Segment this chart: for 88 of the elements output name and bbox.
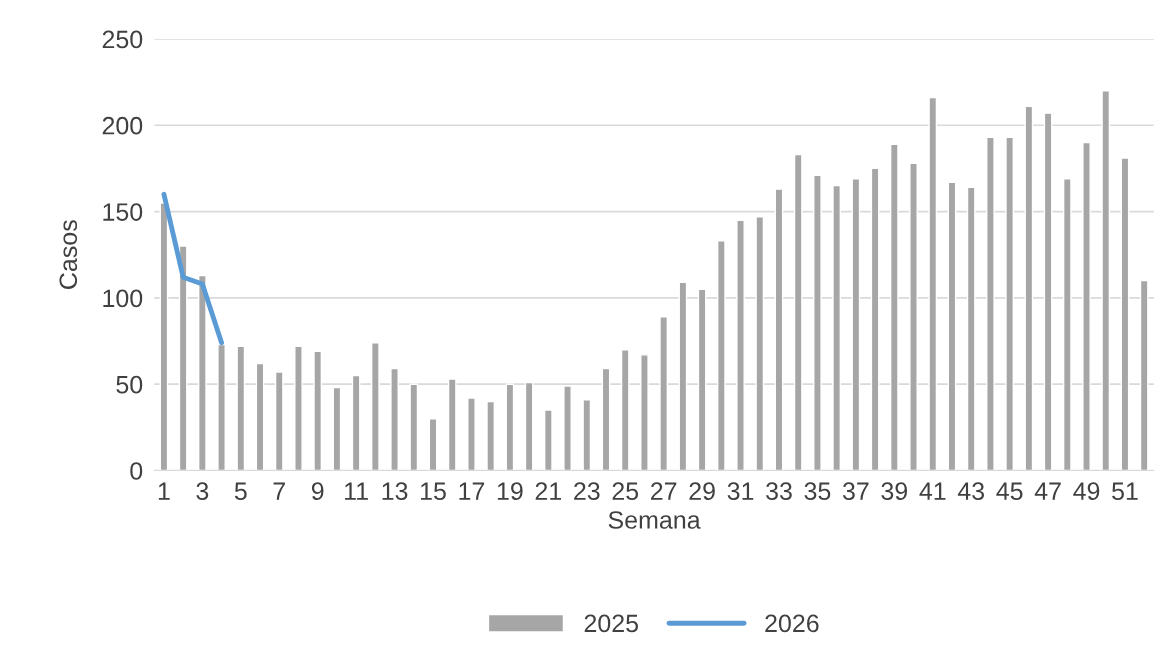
- bar: [640, 354, 649, 471]
- bar: [563, 385, 572, 471]
- x-tick-label: 15: [421, 482, 446, 500]
- x-tick-label: 9: [311, 482, 324, 500]
- x-tick-label: 33: [766, 482, 792, 500]
- y-tick-label: 0: [130, 462, 143, 480]
- bar: [889, 143, 899, 471]
- x-tick-label: 41: [919, 482, 946, 500]
- bar: [274, 371, 284, 471]
- bar: [909, 162, 918, 471]
- bar: [1139, 279, 1149, 471]
- x-tick-label: 27: [651, 482, 677, 500]
- bar: [198, 274, 207, 471]
- x-tick-label: 49: [1073, 482, 1100, 500]
- x-tick-label: 31: [727, 482, 754, 500]
- bar: [1062, 178, 1072, 471]
- bar: [447, 378, 457, 471]
- y-tick-label: 50: [116, 375, 143, 394]
- bar: [813, 174, 822, 471]
- bar: [371, 342, 380, 471]
- line-series: [161, 191, 225, 346]
- legend-label: 2026: [765, 614, 819, 633]
- x-tick-label: 19: [497, 482, 523, 500]
- x-tick-label: 7: [273, 482, 285, 500]
- bar: [524, 381, 534, 471]
- x-tick-label: 25: [612, 482, 639, 500]
- x-tick-label: 1: [158, 482, 170, 500]
- y-tick-label: 250: [102, 30, 143, 49]
- bar: [332, 386, 342, 471]
- x-tick-label: 47: [1034, 482, 1061, 500]
- bar: [986, 136, 995, 471]
- bar: [966, 186, 976, 471]
- bar: [601, 367, 611, 471]
- y-tick-label: 200: [102, 116, 143, 135]
- bar: [678, 281, 688, 471]
- bar: [255, 362, 265, 471]
- bar: [217, 343, 226, 471]
- bar: [793, 153, 803, 471]
- x-tick-label: 39: [881, 482, 908, 500]
- bar: [755, 216, 765, 471]
- bar: [486, 400, 496, 471]
- x-tick-label: 5: [234, 482, 247, 500]
- legend-label: 2025: [584, 614, 639, 633]
- x-tick-label: 3: [196, 482, 209, 500]
- x-axis-title: Semana: [608, 511, 701, 529]
- bar: [1043, 112, 1053, 471]
- bar: [716, 240, 726, 471]
- bar: [467, 397, 476, 471]
- bar: [428, 418, 438, 471]
- bar: [159, 202, 169, 471]
- bar: [659, 316, 669, 471]
- bar: [1120, 157, 1130, 471]
- bar: [1101, 90, 1111, 471]
- x-tick-label: 37: [842, 482, 869, 500]
- bar: [390, 367, 399, 471]
- x-tick-label: 35: [804, 482, 831, 500]
- bar: [294, 345, 303, 471]
- bar: [928, 96, 938, 471]
- bar: [736, 219, 745, 471]
- bar: [851, 178, 861, 471]
- x-tick-label: 43: [957, 482, 985, 500]
- x-tick-label: 29: [689, 482, 715, 500]
- bar: [832, 184, 842, 471]
- x-tick-label: 51: [1112, 482, 1138, 500]
- bar: [1024, 105, 1034, 471]
- bar: [409, 383, 419, 471]
- bar: [582, 399, 592, 471]
- bar: [620, 348, 630, 471]
- y-axis-title: Casos: [59, 220, 78, 289]
- x-tick-label: 21: [535, 482, 562, 500]
- x-tick-label: 45: [996, 482, 1023, 500]
- bar: [543, 409, 553, 471]
- x-tick-label: 11: [345, 482, 368, 500]
- bar: [697, 288, 707, 471]
- x-tick-label: 13: [382, 482, 408, 500]
- bar: [1082, 141, 1091, 471]
- x-tick-label: 23: [574, 482, 600, 500]
- y-tick-label: 150: [103, 203, 143, 221]
- bar: [1005, 136, 1014, 471]
- bar: [313, 350, 323, 471]
- bar: [774, 188, 784, 471]
- bar: [351, 374, 361, 471]
- bar: [236, 345, 246, 471]
- bar: [505, 383, 515, 471]
- y-tick-label: 100: [103, 289, 143, 308]
- x-tick-label: 17: [459, 482, 485, 500]
- bar: [870, 167, 880, 471]
- bar: [947, 181, 957, 471]
